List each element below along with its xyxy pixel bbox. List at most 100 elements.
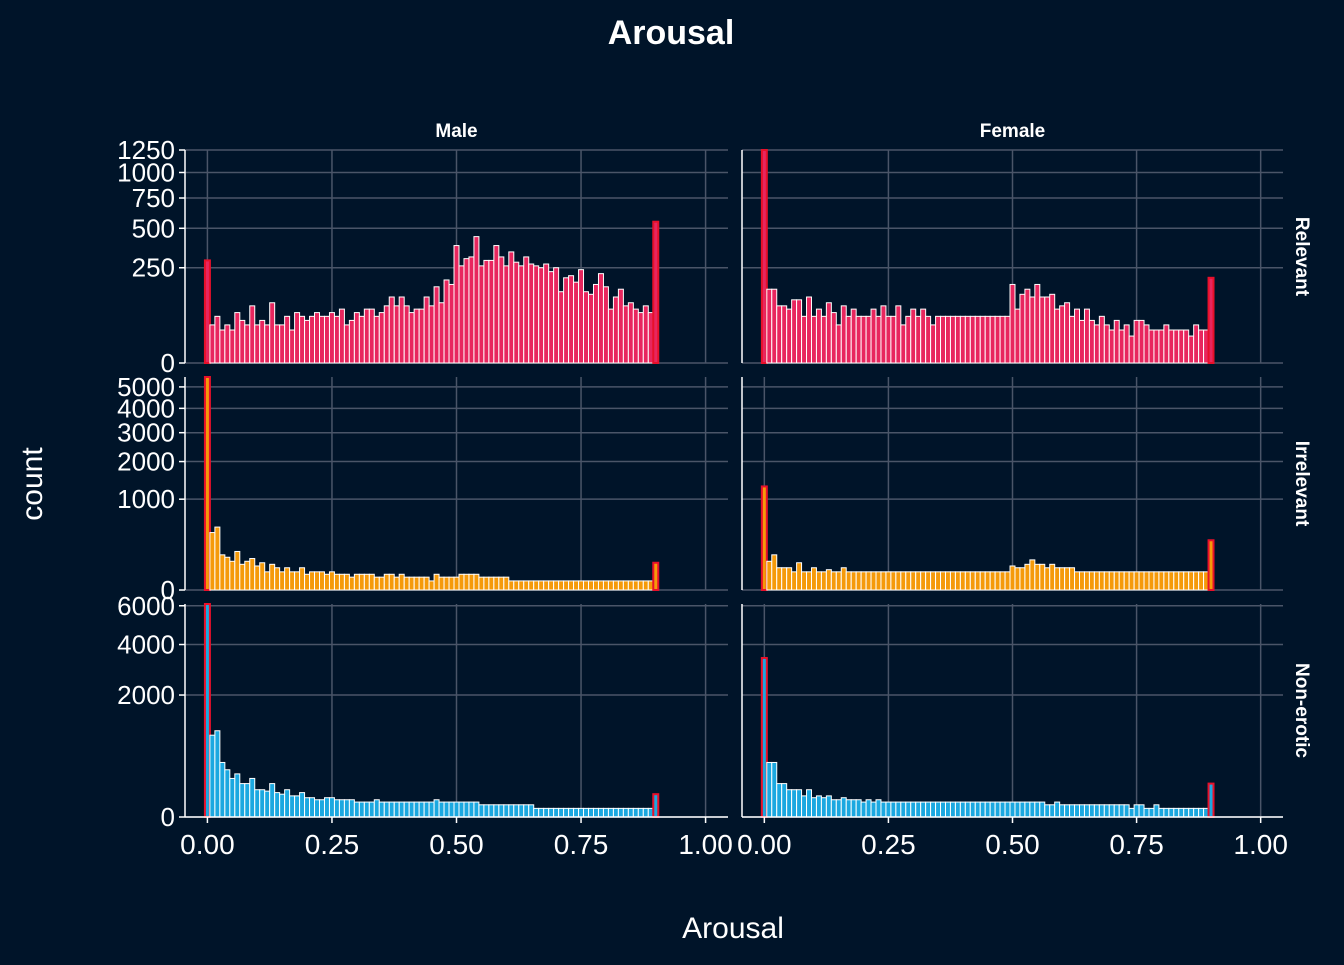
strip-label-irrelevant: Irrelevant	[1291, 441, 1312, 527]
panel-non-erotic-female-bar-80	[1158, 807, 1165, 818]
panel-relevant-female-bar-52	[1019, 293, 1026, 364]
panel-irrelevant-female-bar-85	[1183, 571, 1190, 591]
panel-non-erotic-female-bar-71	[1113, 804, 1120, 818]
panel-relevant-female-bar-0	[760, 149, 768, 364]
panel-relevant-male-bar-68	[543, 263, 550, 364]
panel-irrelevant-female-bar-16	[840, 567, 847, 591]
panel-irrelevant-female-bar-44	[979, 571, 986, 591]
panel-irrelevant-female-bar-15	[835, 571, 842, 591]
panel-irrelevant-female-bar-22	[870, 571, 877, 591]
panel-non-erotic-male-bar-33	[368, 801, 375, 818]
panel-non-erotic-female-bar-83	[1173, 807, 1180, 818]
panel-non-erotic-female-bar-31	[915, 801, 922, 818]
panel-relevant-female-bar-24	[880, 305, 887, 364]
panel-non-erotic-male-bar-16	[284, 789, 291, 818]
panel-irrelevant-male-y-tick-label-1: 1000	[117, 484, 175, 514]
panel-non-erotic-male-y-tick-label-1: 2000	[117, 680, 175, 710]
panel-irrelevant-female-bar-12	[820, 571, 827, 591]
panel-non-erotic-male-x-tick-label-0: 0.00	[180, 829, 235, 860]
panel-relevant-female-bar-28	[900, 324, 907, 364]
panel-relevant-male-bar-28	[343, 324, 350, 364]
panel-relevant-female-bar-1	[766, 288, 773, 364]
panel-non-erotic-female-bar-81	[1163, 807, 1170, 818]
panel-relevant-female-bar-84	[1178, 329, 1185, 364]
panel-non-erotic-female-bar-11	[815, 795, 822, 818]
panel-relevant-male-y-tick-label-2: 500	[132, 213, 175, 243]
panel-irrelevant-male-bar-44	[423, 576, 430, 591]
panel-non-erotic-female-bar-85	[1183, 807, 1190, 818]
panel-relevant-male-bar-60	[503, 265, 510, 364]
panel-irrelevant-male-bar-41	[408, 576, 415, 591]
panel-non-erotic-male-bar-28	[343, 799, 350, 818]
panel-relevant-male-bar-24	[323, 315, 330, 364]
panel-non-erotic-female-bar-10	[810, 797, 817, 818]
panel-irrelevant-male-bar-3	[219, 554, 226, 591]
panel-relevant-male-bar-22	[314, 312, 321, 364]
panel-irrelevant-female-bar-71	[1113, 571, 1120, 591]
panel-relevant-male-bar-45	[428, 305, 435, 364]
panel-irrelevant-male-bar-17	[289, 571, 296, 591]
panel-relevant-male-bar-25	[328, 312, 335, 364]
panel-non-erotic-female-x-tick-label-2: 0.50	[985, 829, 1040, 860]
panel-non-erotic-female-x-tick-label-1: 0.25	[861, 829, 916, 860]
panel-non-erotic-male-bar-23	[319, 799, 325, 818]
panel-relevant-female-bar-36	[940, 315, 946, 364]
panel-non-erotic-male-bar-56	[483, 804, 490, 818]
panel-non-erotic-male-bar-90	[652, 793, 660, 819]
panel-irrelevant-female-bar-55	[1034, 563, 1041, 591]
panel-irrelevant-male-bar-9	[249, 558, 256, 591]
panel-relevant-male-bar-56	[483, 259, 490, 364]
panel-non-erotic-female-bar-67	[1093, 804, 1100, 818]
panel-non-erotic-male-bar-48	[443, 801, 450, 818]
panel-irrelevant-female-bar-2	[771, 554, 778, 591]
panel-non-erotic-male-bar-19	[299, 792, 306, 818]
panel-irrelevant-male-bar-26	[333, 573, 340, 591]
panel-non-erotic-male-bar-43	[418, 801, 425, 818]
panel-relevant-female-bar-65	[1083, 308, 1090, 364]
panel-relevant-female-bar-73	[1123, 324, 1130, 364]
panel-irrelevant-male-bar-76	[583, 580, 590, 591]
panel-non-erotic-male-bar-58	[493, 804, 500, 818]
panel-relevant-female-bar-34	[930, 324, 937, 364]
panel-non-erotic-female-bar-21	[865, 799, 872, 818]
panel-non-erotic-male-bar-20	[304, 797, 311, 818]
panel-irrelevant-female-bar-58	[1049, 563, 1056, 591]
panel-irrelevant-female-bar-43	[974, 571, 981, 591]
panel-non-erotic-male-bar-36	[383, 801, 390, 818]
panel-irrelevant-female-bar-39	[954, 571, 961, 591]
panel-relevant-female-bar-71	[1113, 319, 1120, 364]
panel-non-erotic-male-bar-4	[224, 769, 231, 818]
panel-irrelevant-female-bar-86	[1188, 571, 1195, 591]
panel-non-erotic-male-bar-87	[637, 807, 644, 818]
panel-irrelevant-female-bar-10	[810, 567, 817, 591]
panel-relevant-female-bar-30	[910, 308, 917, 364]
panel-relevant-male-bar-33	[368, 308, 375, 364]
panel-irrelevant-male-bar-57	[488, 576, 495, 591]
panel-non-erotic-female-bar-60	[1059, 804, 1066, 818]
panel-non-erotic-female-bar-74	[1128, 807, 1135, 818]
panel-non-erotic-female-bar-23	[875, 799, 882, 818]
panel-irrelevant-male-bar-67	[538, 580, 545, 591]
panel-irrelevant-male-bar-87	[637, 580, 644, 591]
panel-relevant-female-bar-39	[954, 315, 961, 364]
panel-relevant-male-bar-9	[249, 305, 256, 364]
panel-non-erotic-male-bar-60	[503, 804, 510, 818]
panel-non-erotic-male-bar-50	[453, 801, 460, 818]
panel-irrelevant-male-bar-29	[348, 576, 355, 591]
panel-relevant-male-bar-78	[592, 283, 599, 364]
panel-irrelevant-male-bar-14	[274, 567, 281, 591]
panel-non-erotic-male-bar-2	[214, 730, 221, 818]
panel-relevant-female-bar-49	[1004, 315, 1011, 364]
panel-irrelevant-female-bar-8	[801, 571, 808, 591]
panel-irrelevant-female-bar-11	[815, 571, 822, 591]
panel-irrelevant-male-bar-22	[314, 571, 321, 591]
panel-non-erotic-female-bar-68	[1098, 804, 1105, 818]
panel-non-erotic-male-bar-35	[378, 801, 385, 818]
panel-relevant-female-bar-19	[855, 315, 862, 364]
panel-relevant-male-y-tick-label-1: 250	[132, 253, 175, 283]
panel-non-erotic-male-bar-31	[358, 801, 365, 818]
panel-irrelevant-male-bar-33	[368, 573, 375, 591]
panel-non-erotic-male-bar-62	[513, 804, 520, 818]
panel-relevant-male-bar-43	[418, 308, 425, 364]
panel-non-erotic-male-bar-65	[528, 804, 535, 818]
